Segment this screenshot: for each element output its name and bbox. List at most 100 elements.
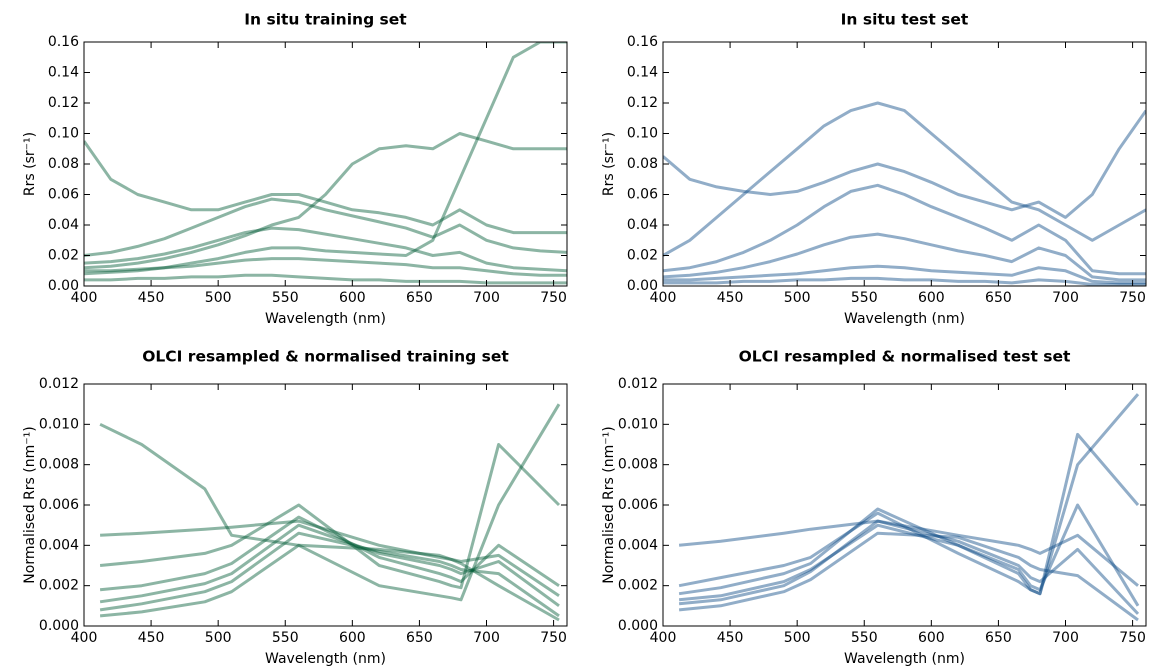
y-tick-label: 0.008	[618, 457, 658, 473]
x-tick-label: 400	[650, 290, 677, 306]
x-tick-label: 550	[851, 630, 878, 646]
spectrum-line	[663, 264, 1146, 285]
y-tick-label: 0.004	[618, 537, 658, 553]
series-group	[678, 393, 1140, 622]
subplot-title: OLCI resampled & normalised training set	[142, 348, 509, 366]
y-tick-label: 0.000	[618, 618, 658, 634]
x-axis-label: Wavelength (nm)	[265, 311, 386, 327]
x-tick-label: 750	[1119, 630, 1146, 646]
subplot-title: In situ test set	[841, 11, 969, 29]
y-tick-label: 0.12	[627, 95, 658, 111]
y-axis-label: Normalised Rrs (nm⁻¹)	[22, 426, 38, 583]
spectrum-line	[99, 531, 560, 618]
spectrum-line	[100, 519, 560, 598]
y-tick-label: 0.012	[39, 376, 79, 392]
spectrum-line	[663, 183, 1146, 276]
y-tick-label: 0.06	[627, 187, 658, 203]
spectrum-line	[663, 276, 1146, 286]
y-tick-label: 0.012	[618, 376, 658, 392]
spectrum-line	[678, 531, 1139, 622]
x-tick-label: 750	[540, 290, 567, 306]
x-tick-label: 450	[717, 290, 744, 306]
x-tick-label: 700	[473, 290, 500, 306]
spectrum-line	[99, 543, 560, 622]
spectrum-line	[663, 101, 1146, 257]
spectrum-line	[678, 393, 1140, 596]
x-tick-label: 400	[71, 630, 98, 646]
subplot-title: In situ training set	[244, 11, 407, 29]
spectrum-line	[84, 197, 567, 257]
y-tick-label: 0.00	[627, 278, 658, 294]
x-tick-label: 750	[1119, 290, 1146, 306]
spectrum-line	[84, 226, 567, 273]
y-tick-label: 0.06	[48, 187, 79, 203]
x-tick-label: 500	[784, 630, 811, 646]
spectrum-line	[84, 42, 567, 276]
y-tick-label: 0.002	[618, 578, 658, 594]
y-tick-label: 0.10	[48, 126, 79, 142]
spectrum-line	[99, 403, 561, 602]
spectrum-line	[678, 432, 1140, 596]
x-tick-label: 600	[339, 290, 366, 306]
spectrum-line	[678, 519, 1140, 615]
subplot: In situ test set Wavelength (nm) Rrs (sr⁻¹…	[601, 11, 1147, 327]
y-tick-label: 0.16	[48, 34, 79, 50]
x-tick-label: 700	[1052, 290, 1079, 306]
series-group	[663, 101, 1146, 286]
spectrum-line	[678, 503, 1140, 607]
y-tick-label: 0.14	[627, 65, 658, 81]
subplot: OLCI resampled & normalised training set…	[22, 348, 568, 667]
x-tick-label: 650	[985, 630, 1012, 646]
y-tick-label: 0.02	[48, 248, 79, 264]
spectrum-line	[99, 443, 561, 590]
axes-frame	[83, 383, 568, 627]
spectrum-line	[663, 232, 1146, 282]
y-tick-label: 0.006	[618, 497, 658, 513]
x-tick-label: 650	[985, 290, 1012, 306]
spectrum-line	[99, 515, 560, 592]
x-tick-label: 700	[1052, 630, 1079, 646]
y-tick-label: 0.00	[48, 278, 79, 294]
x-tick-label: 600	[918, 290, 945, 306]
x-tick-label: 700	[473, 630, 500, 646]
spectrum-line	[663, 109, 1146, 219]
x-axis-label: Wavelength (nm)	[844, 651, 965, 667]
axes-frame	[662, 383, 1147, 627]
x-tick-label: 500	[784, 290, 811, 306]
y-tick-label: 0.010	[618, 416, 658, 432]
y-axis-label: Rrs (sr⁻¹)	[22, 132, 38, 196]
x-tick-label: 600	[918, 630, 945, 646]
x-axis-label: Wavelength (nm)	[844, 311, 965, 327]
y-tick-label: 0.04	[627, 217, 658, 233]
subplot-title: OLCI resampled & normalised test set	[739, 348, 1071, 366]
y-tick-label: 0.16	[627, 34, 658, 50]
spectrum-line	[84, 140, 567, 235]
x-tick-label: 650	[406, 630, 433, 646]
x-tick-label: 550	[272, 630, 299, 646]
x-tick-label: 450	[138, 630, 165, 646]
series-group	[99, 403, 561, 622]
x-tick-label: 550	[851, 290, 878, 306]
y-tick-label: 0.10	[627, 126, 658, 142]
x-tick-label: 550	[272, 290, 299, 306]
y-tick-label: 0.004	[39, 537, 79, 553]
subplot: In situ training set Wavelength (nm) Rrs (…	[22, 11, 568, 327]
x-tick-label: 600	[339, 630, 366, 646]
x-tick-label: 750	[540, 630, 567, 646]
subplot: OLCI resampled & normalised test set Wave…	[601, 348, 1147, 667]
y-tick-label: 0.12	[48, 95, 79, 111]
y-tick-label: 0.04	[48, 217, 79, 233]
x-tick-label: 450	[138, 290, 165, 306]
spectrum-line	[84, 273, 567, 285]
y-axis-label: Normalised Rrs (nm⁻¹)	[601, 426, 617, 583]
y-tick-label: 0.02	[627, 248, 658, 264]
x-tick-label: 500	[205, 630, 232, 646]
spectrum-line	[84, 257, 567, 277]
y-tick-label: 0.002	[39, 578, 79, 594]
x-tick-label: 450	[717, 630, 744, 646]
y-tick-label: 0.14	[48, 65, 79, 81]
y-tick-label: 0.010	[39, 416, 79, 432]
y-tick-label: 0.08	[627, 156, 658, 172]
x-tick-label: 400	[71, 290, 98, 306]
